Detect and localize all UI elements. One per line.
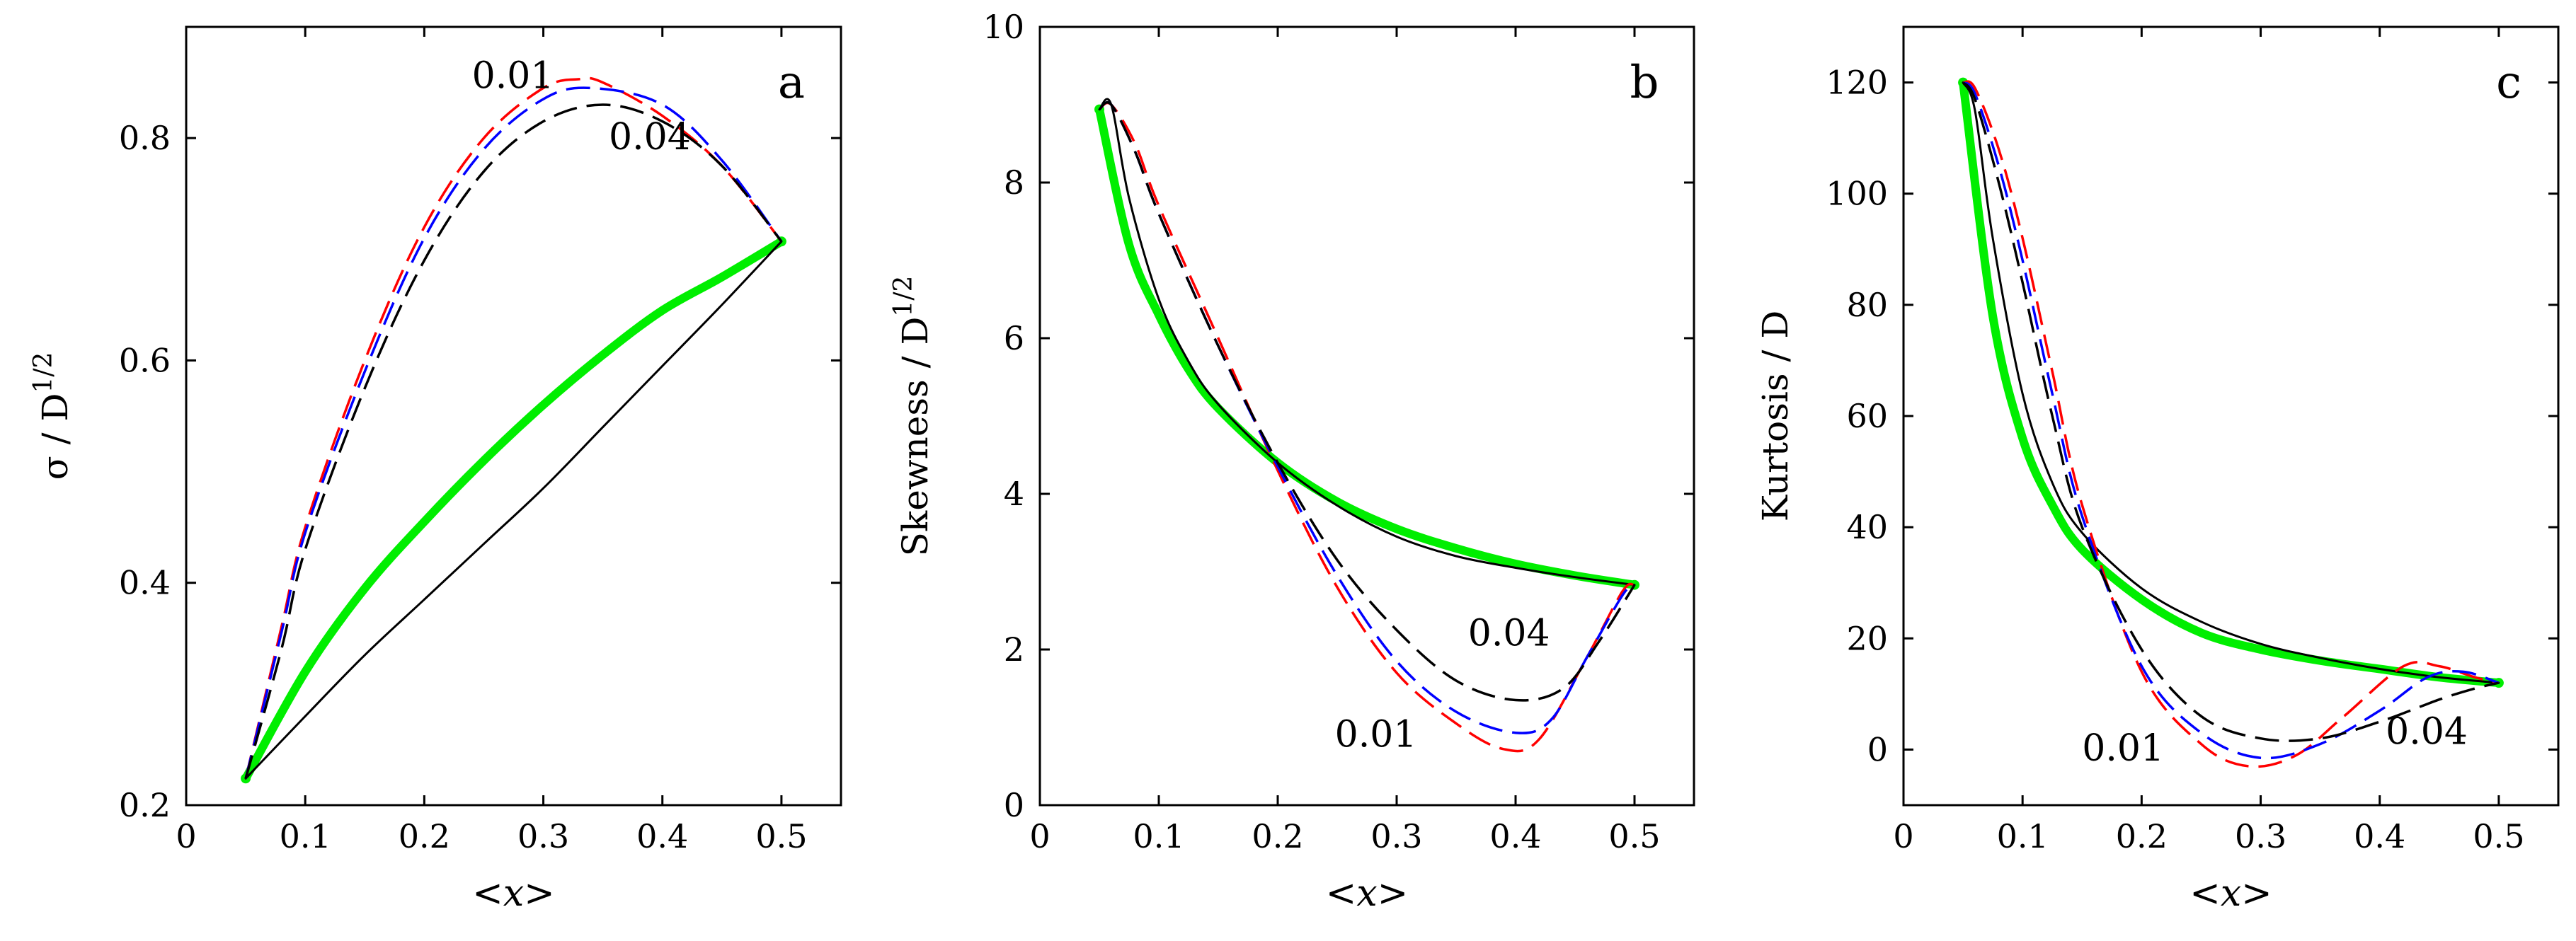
y-tick-label: 10 <box>983 8 1024 46</box>
y-tick-label: 60 <box>1846 397 1888 435</box>
series-line-0p02 <box>1098 101 1636 734</box>
series-line-black-solid <box>244 240 783 780</box>
series-line-0p04 <box>244 103 783 779</box>
y-axis-label-superscript: 1/2 <box>889 276 918 317</box>
plot-area <box>1958 77 2504 768</box>
x-axis-label: <x> <box>2189 872 2272 915</box>
x-tick-label: 0.5 <box>2473 817 2524 855</box>
y-tick-label: 120 <box>1826 64 1888 102</box>
x-tick-label: 0.2 <box>399 817 450 855</box>
x-tick-label: 0.4 <box>1489 817 1541 855</box>
x-tick-label: 0.5 <box>1608 817 1660 855</box>
x-tick-label: 0.1 <box>280 817 331 855</box>
y-tick-label: 0.4 <box>119 564 171 602</box>
panel-letter: a <box>778 57 805 109</box>
x-tick-label: 0.5 <box>755 817 807 855</box>
x-tick-label: 0.4 <box>2354 817 2405 855</box>
curve-annotation: 0.01 <box>1335 714 1417 756</box>
x-tick-label: 0.2 <box>2116 817 2168 855</box>
x-tick-label: 0 <box>176 817 196 855</box>
y-axis-label: Kurtosis / D <box>1755 311 1796 522</box>
axes-frame <box>1038 25 1695 807</box>
y-tick-label: 0 <box>1867 730 1888 768</box>
y-axis-label: σ / D1/2 <box>29 352 76 480</box>
y-tick-label: 8 <box>1004 163 1024 202</box>
y-axis-label-superscript: 1/2 <box>29 352 58 393</box>
x-tick-label: 0.1 <box>1133 817 1184 855</box>
panel-b: 0 0.1 0.2 0.3 0.4 0.5 0 2 4 6 8 10 <x> Skewness / D1/… <box>889 8 1695 915</box>
series-line-0p04 <box>1962 81 2500 742</box>
y-tick-label: 0.8 <box>119 119 171 157</box>
y-tick-label: 2 <box>1004 630 1024 669</box>
curve-annotation: 0.04 <box>1468 613 1550 655</box>
panel-letter: c <box>2496 57 2521 109</box>
curve-annotation: 0.04 <box>609 116 691 158</box>
series-line-0p01 <box>1098 101 1635 753</box>
panel-c: 0 0.1 0.2 0.3 0.4 0.5 0 20 40 60 80 100 120 <x> Kurtos… <box>1755 25 2560 915</box>
panel-a: 0 0.1 0.2 0.3 0.4 0.5 0.2 0.4 0.6 0.8 <x> σ / D1/2 a… <box>29 25 842 915</box>
curve-annotation: 0.01 <box>472 54 554 97</box>
y-tick-label: 4 <box>1004 475 1024 513</box>
x-axis-label: <x> <box>472 872 554 915</box>
y-tick-label: 20 <box>1846 619 1888 657</box>
x-tick-label: 0 <box>1029 817 1050 855</box>
x-tick-label: 0.3 <box>1370 817 1422 855</box>
curve-annotation: 0.04 <box>2386 711 2468 754</box>
y-tick-label: 40 <box>1846 508 1888 546</box>
series-line-0p02 <box>1962 81 2500 760</box>
y-axis-label: Skewness / D1/2 <box>889 276 936 557</box>
plot-area <box>241 76 786 784</box>
x-tick-label: 0.3 <box>2235 817 2286 855</box>
panel-letter: b <box>1630 57 1659 109</box>
plot-area <box>1094 98 1639 753</box>
x-tick-label: 0.3 <box>517 817 569 855</box>
x-tick-label: 0 <box>1893 817 1913 855</box>
series-line-analytic <box>241 237 786 783</box>
curve-annotation: 0.01 <box>2082 727 2164 770</box>
y-tick-label: 0.6 <box>119 341 171 379</box>
series-line-0p04 <box>1098 101 1636 702</box>
series-line-0p02 <box>244 86 783 779</box>
y-tick-label: 80 <box>1846 286 1888 324</box>
x-tick-label: 0.1 <box>1997 817 2049 855</box>
y-tick-label: 0.2 <box>119 786 171 824</box>
y-tick-label: 6 <box>1004 319 1024 357</box>
y-tick-label: 100 <box>1826 175 1888 213</box>
axes-frame <box>1902 25 2560 807</box>
x-tick-label: 0.4 <box>636 817 688 855</box>
series-line-black-solid <box>1962 81 2500 684</box>
x-axis-label: <x> <box>1326 872 1408 915</box>
axes-frame <box>185 25 842 807</box>
x-tick-label: 0.2 <box>1252 817 1303 855</box>
series-line-0p01 <box>1962 80 2500 768</box>
y-tick-label: 0 <box>1004 786 1024 824</box>
